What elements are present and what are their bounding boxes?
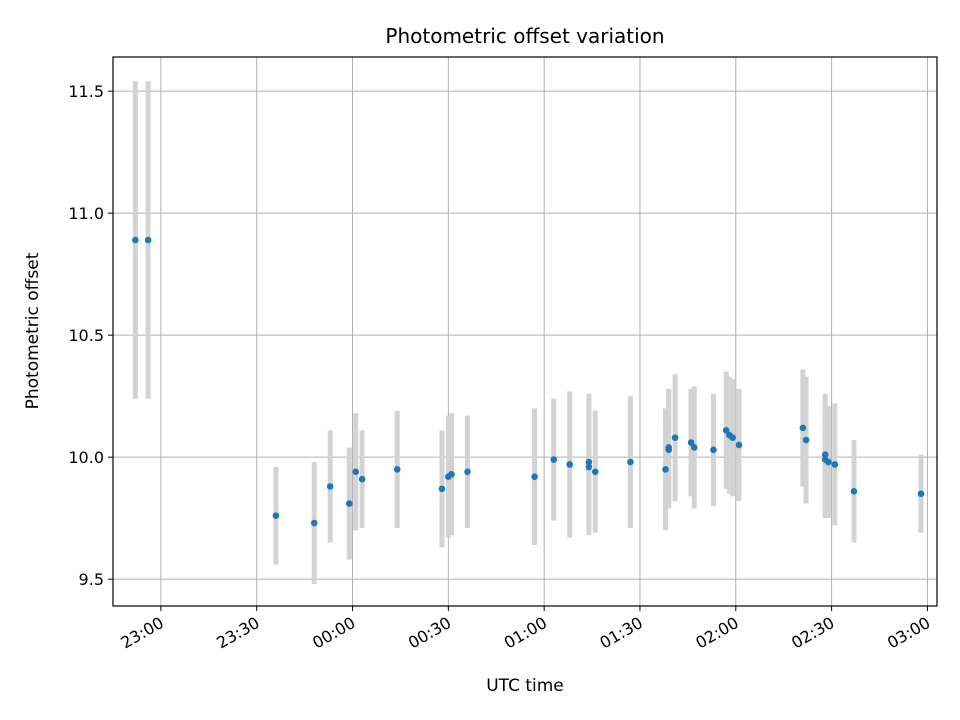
data-point bbox=[352, 468, 360, 476]
data-points bbox=[132, 236, 925, 527]
data-point bbox=[132, 236, 139, 244]
data-point bbox=[585, 463, 593, 471]
y-tick-label: 9.5 bbox=[79, 570, 104, 589]
data-point bbox=[448, 470, 455, 478]
data-point bbox=[825, 458, 832, 466]
y-tick-label: 10.5 bbox=[68, 326, 104, 345]
data-point bbox=[566, 461, 574, 468]
data-point bbox=[550, 456, 558, 463]
data-point bbox=[627, 458, 634, 466]
data-point bbox=[665, 446, 673, 454]
data-point bbox=[531, 473, 538, 480]
data-point bbox=[722, 427, 730, 434]
data-point bbox=[687, 439, 695, 446]
data-point bbox=[272, 512, 280, 520]
data-point bbox=[310, 519, 318, 527]
data-point bbox=[326, 483, 334, 490]
data-point bbox=[710, 446, 717, 454]
data-point bbox=[662, 466, 669, 473]
data-point bbox=[821, 451, 829, 459]
data-point bbox=[393, 466, 401, 473]
y-axis-label: Photometric offset bbox=[23, 252, 43, 409]
data-point bbox=[346, 500, 353, 507]
data-point bbox=[850, 488, 858, 495]
data-point bbox=[464, 468, 471, 476]
grid bbox=[113, 57, 937, 606]
data-point bbox=[917, 490, 925, 498]
y-axis: 9.5 10.0 10.5 11.0 11.5 bbox=[68, 82, 113, 589]
data-point bbox=[729, 434, 736, 441]
data-point bbox=[671, 434, 679, 441]
data-point bbox=[585, 458, 593, 466]
data-point bbox=[358, 475, 366, 483]
y-tick-label: 10.0 bbox=[68, 448, 104, 467]
y-tick-label: 11.5 bbox=[68, 82, 104, 101]
y-tick-label: 11.0 bbox=[68, 204, 104, 223]
data-point bbox=[831, 461, 839, 468]
data-point bbox=[438, 485, 446, 493]
data-point bbox=[799, 424, 807, 432]
data-point bbox=[735, 441, 743, 449]
data-point bbox=[144, 236, 152, 244]
chart-title: Photometric offset variation bbox=[385, 24, 664, 48]
data-point bbox=[690, 444, 698, 451]
data-point bbox=[591, 468, 599, 476]
data-point bbox=[802, 436, 810, 444]
x-axis-label: UTC time bbox=[486, 676, 564, 696]
plot-frame bbox=[112, 56, 938, 607]
